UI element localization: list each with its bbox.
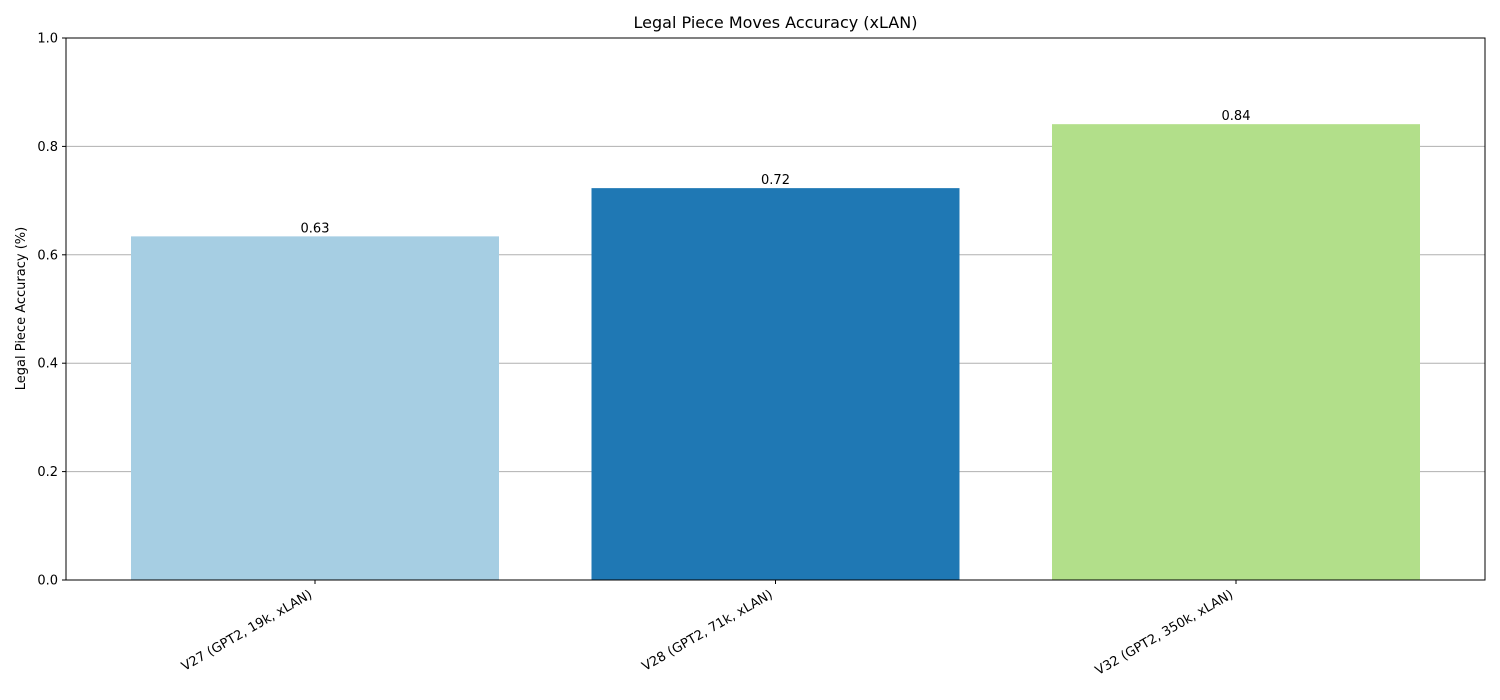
chart-title: Legal Piece Moves Accuracy (xLAN) xyxy=(634,13,918,32)
value-labels: 0.63 0.72 0.84 xyxy=(301,109,1251,236)
y-axis-label: Legal Piece Accuracy (%) xyxy=(14,227,29,390)
bar-value-label: 0.84 xyxy=(1222,109,1251,124)
bar xyxy=(591,188,960,580)
y-tick-label: 0.2 xyxy=(37,465,58,480)
bar xyxy=(1052,124,1420,580)
bar-value-label: 0.63 xyxy=(301,221,330,236)
x-axis-ticks: V27 (GPT2, 19k, xLAN) V28 (GPT2, 71k, xLA… xyxy=(179,580,1237,679)
y-tick-label: 0.6 xyxy=(37,248,58,263)
x-tick-label: V28 (GPT2, 71k, xLAN) xyxy=(640,587,776,674)
y-tick-label: 0.8 xyxy=(37,140,58,155)
y-tick-label: 0.4 xyxy=(37,357,58,372)
x-tick-label: V32 (GPT2, 350k, xLAN) xyxy=(1093,587,1236,678)
bar-value-label: 0.72 xyxy=(761,173,790,188)
y-tick-label: 0.0 xyxy=(37,574,58,589)
y-tick-label: 1.0 xyxy=(37,32,58,47)
x-tick-label: V27 (GPT2, 19k, xLAN) xyxy=(179,587,315,674)
bar xyxy=(131,236,499,580)
y-axis-ticks: 0.0 0.2 0.4 0.6 0.8 1.0 xyxy=(37,32,66,589)
bars xyxy=(131,124,1420,580)
